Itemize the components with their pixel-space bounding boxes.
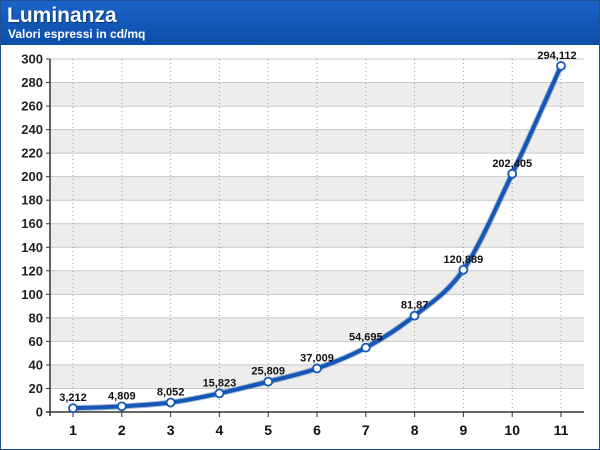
data-point bbox=[458, 264, 469, 275]
x-tick-label: 9 bbox=[460, 422, 468, 438]
y-tick-label: 240 bbox=[21, 122, 43, 137]
y-tick-label: 260 bbox=[21, 99, 43, 114]
chart-header: Luminanza Valori espressi in cd/mq bbox=[1, 1, 599, 45]
grid-band bbox=[50, 270, 584, 295]
y-tick-label: 40 bbox=[29, 357, 43, 372]
data-label: 8,052 bbox=[157, 387, 185, 399]
y-tick-label: 300 bbox=[21, 52, 43, 67]
y-tick-label: 120 bbox=[21, 263, 43, 278]
grid-band bbox=[50, 129, 584, 154]
y-tick-label: 200 bbox=[21, 169, 43, 184]
data-label: 54,695 bbox=[349, 332, 383, 344]
data-label: 3,212 bbox=[59, 392, 87, 404]
x-tick-label: 2 bbox=[118, 422, 126, 438]
data-point bbox=[68, 403, 78, 414]
x-tick-label: 10 bbox=[504, 422, 520, 438]
x-tick-label: 3 bbox=[167, 422, 175, 438]
data-point bbox=[507, 168, 518, 179]
y-tick-label: 220 bbox=[21, 146, 43, 161]
x-tick-label: 1 bbox=[69, 422, 77, 438]
data-point bbox=[312, 363, 322, 374]
data-point bbox=[360, 342, 371, 353]
x-tick-label: 8 bbox=[411, 422, 419, 438]
x-tick-label: 7 bbox=[362, 422, 370, 438]
y-tick-label: 60 bbox=[29, 334, 43, 349]
data-label: 15,823 bbox=[203, 377, 237, 389]
y-tick-label: 180 bbox=[21, 193, 43, 208]
x-tick-label: 4 bbox=[216, 422, 224, 438]
data-label: 294,112 bbox=[537, 50, 576, 62]
chart-subtitle: Valori espressi in cd/mq bbox=[8, 27, 146, 41]
y-tick-label: 160 bbox=[21, 216, 43, 231]
data-label: 81,87 bbox=[401, 300, 429, 312]
data-point bbox=[116, 401, 127, 412]
data-label: 202,405 bbox=[492, 158, 532, 170]
y-tick-label: 0 bbox=[36, 405, 43, 420]
data-label: 120,889 bbox=[444, 254, 484, 266]
y-tick-label: 80 bbox=[29, 310, 43, 325]
data-point bbox=[409, 310, 420, 321]
grid-band bbox=[50, 364, 584, 389]
y-tick-label: 20 bbox=[29, 381, 43, 396]
y-tick-label: 140 bbox=[21, 240, 43, 255]
grid-band bbox=[50, 82, 584, 107]
data-point bbox=[165, 397, 176, 408]
data-point bbox=[556, 61, 566, 71]
x-tick-label: 5 bbox=[264, 422, 272, 438]
data-label: 37,009 bbox=[300, 352, 334, 364]
data-point bbox=[263, 376, 274, 387]
data-label: 25,809 bbox=[251, 366, 285, 378]
chart-title: Luminanza bbox=[7, 4, 117, 27]
data-point bbox=[214, 388, 225, 399]
grid-band bbox=[50, 317, 584, 342]
y-tick-label: 280 bbox=[21, 75, 43, 90]
series-line bbox=[71, 63, 563, 411]
x-tick-label: 6 bbox=[313, 422, 321, 438]
x-tick-label: 11 bbox=[554, 422, 569, 438]
data-label: 4,809 bbox=[108, 390, 136, 402]
grid-band bbox=[50, 176, 584, 201]
y-tick-label: 100 bbox=[21, 287, 43, 302]
